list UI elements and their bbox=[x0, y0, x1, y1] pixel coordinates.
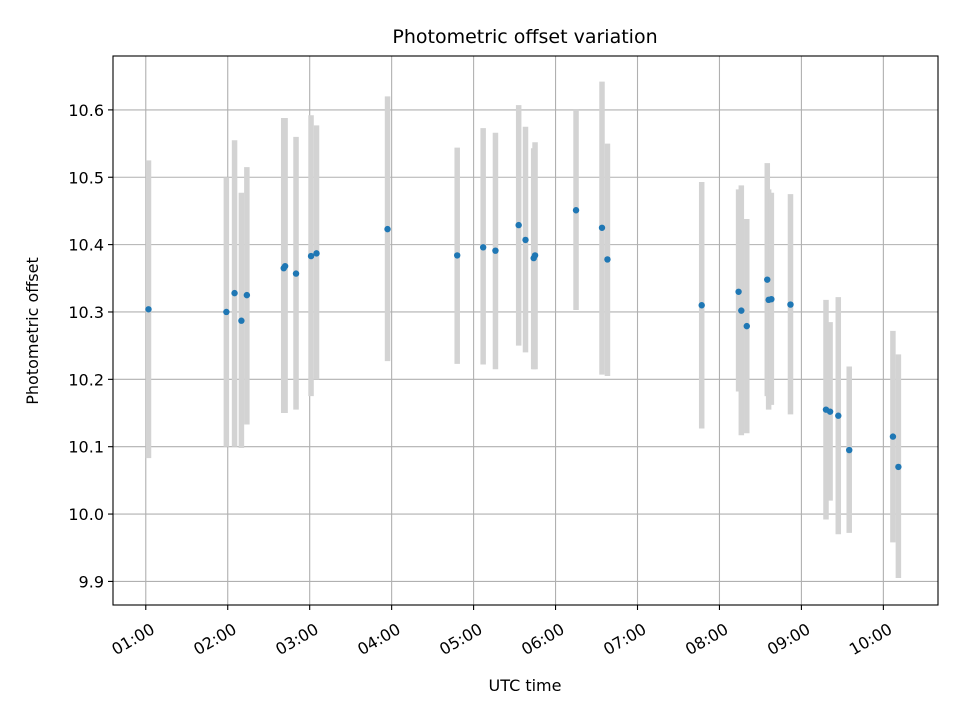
y-tick-label: 10.4 bbox=[68, 236, 104, 255]
data-point bbox=[307, 252, 315, 260]
data-point bbox=[522, 236, 529, 244]
data-point bbox=[231, 289, 238, 297]
data-point bbox=[454, 252, 461, 259]
data-point bbox=[895, 463, 902, 471]
data-point bbox=[604, 256, 611, 263]
data-point bbox=[243, 291, 251, 299]
data-point bbox=[531, 252, 539, 259]
data-point bbox=[598, 224, 606, 231]
data-point bbox=[281, 262, 289, 270]
x-axis-label: UTC time bbox=[489, 676, 562, 695]
data-point bbox=[764, 276, 771, 283]
data-point bbox=[743, 322, 750, 330]
data-point bbox=[292, 270, 300, 277]
y-axis-label: Photometric offset bbox=[23, 257, 42, 405]
data-point bbox=[572, 207, 580, 214]
data-point bbox=[479, 244, 487, 251]
y-tick-label: 10.5 bbox=[68, 168, 104, 187]
y-tick-label: 10.3 bbox=[68, 303, 104, 322]
data-point bbox=[768, 295, 775, 303]
data-point bbox=[889, 433, 897, 440]
chart-title: Photometric offset variation bbox=[392, 26, 657, 48]
y-tick-label: 9.9 bbox=[79, 572, 104, 591]
y-tick-label: 10.2 bbox=[68, 370, 104, 389]
data-point bbox=[313, 250, 320, 257]
data-point bbox=[238, 317, 245, 324]
data-point bbox=[384, 225, 391, 233]
y-tick-label: 10.6 bbox=[68, 101, 104, 120]
data-point bbox=[698, 302, 705, 309]
data-point bbox=[735, 288, 742, 295]
data-point bbox=[826, 408, 834, 415]
data-point bbox=[787, 301, 794, 308]
data-point bbox=[145, 306, 152, 313]
data-point bbox=[223, 308, 230, 316]
y-tick-label: 10.0 bbox=[68, 505, 104, 524]
data-point bbox=[846, 446, 853, 454]
data-point bbox=[738, 307, 745, 314]
plot-frame bbox=[112, 55, 939, 606]
data-point bbox=[492, 247, 499, 254]
y-tick-label: 10.1 bbox=[68, 438, 104, 457]
data-points bbox=[145, 207, 902, 471]
data-point bbox=[835, 412, 842, 419]
data-point bbox=[515, 221, 522, 229]
